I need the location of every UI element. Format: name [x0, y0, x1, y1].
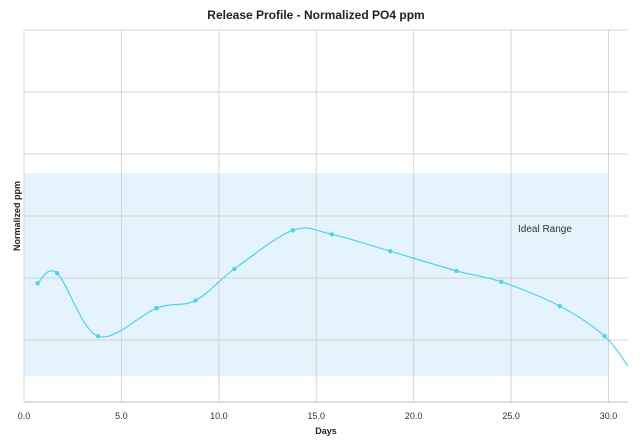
data-point — [193, 298, 198, 303]
x-axis-label: Days — [315, 426, 337, 436]
data-point — [35, 281, 40, 286]
x-tick-label: 5.0 — [115, 411, 128, 421]
x-tick-label: 30.0 — [600, 411, 618, 421]
ideal-range-label: Ideal Range — [518, 224, 572, 235]
chart-title: Release Profile - Normalized PO4 ppm — [207, 8, 424, 22]
plot-area: 0.0 5.0 10.0 15.0 20.0 25.0 30.0 — [18, 29, 629, 421]
data-point — [54, 271, 60, 276]
x-tick-label: 15.0 — [307, 411, 325, 421]
data-point — [557, 303, 563, 309]
data-point — [154, 305, 159, 311]
y-axis-label: Normalized ppm — [12, 181, 22, 251]
data-point — [499, 279, 504, 285]
data-point — [232, 266, 237, 272]
x-tick-label: 0.0 — [18, 411, 31, 421]
data-point — [388, 248, 393, 254]
x-tick-label: 10.0 — [210, 411, 228, 421]
data-point — [329, 232, 335, 237]
data-point — [454, 268, 459, 274]
data-point — [95, 333, 101, 339]
x-tick-label: 20.0 — [405, 411, 423, 421]
data-point — [602, 333, 607, 339]
data-point — [290, 228, 296, 233]
x-tick-label: 25.0 — [502, 411, 520, 421]
